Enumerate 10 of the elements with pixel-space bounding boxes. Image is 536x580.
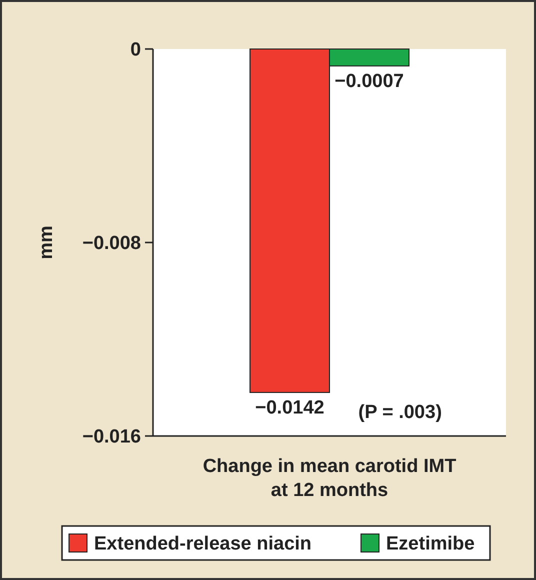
- y-tick-label: 0: [130, 40, 141, 61]
- legend-label: Ezetimibe: [386, 534, 475, 555]
- data-label: −0.0142: [255, 397, 324, 418]
- x-axis-title: Change in mean carotid IMT at 12 months: [202, 456, 457, 501]
- y-axis-title: mm: [36, 226, 57, 260]
- annotation: (P = .003): [358, 402, 442, 423]
- legend-label: Extended-release niacin: [94, 534, 312, 555]
- y-tick-label: −0.016: [82, 426, 141, 448]
- data-label: −0.0007: [334, 70, 404, 92]
- y-tick-label: −0.008: [82, 233, 141, 254]
